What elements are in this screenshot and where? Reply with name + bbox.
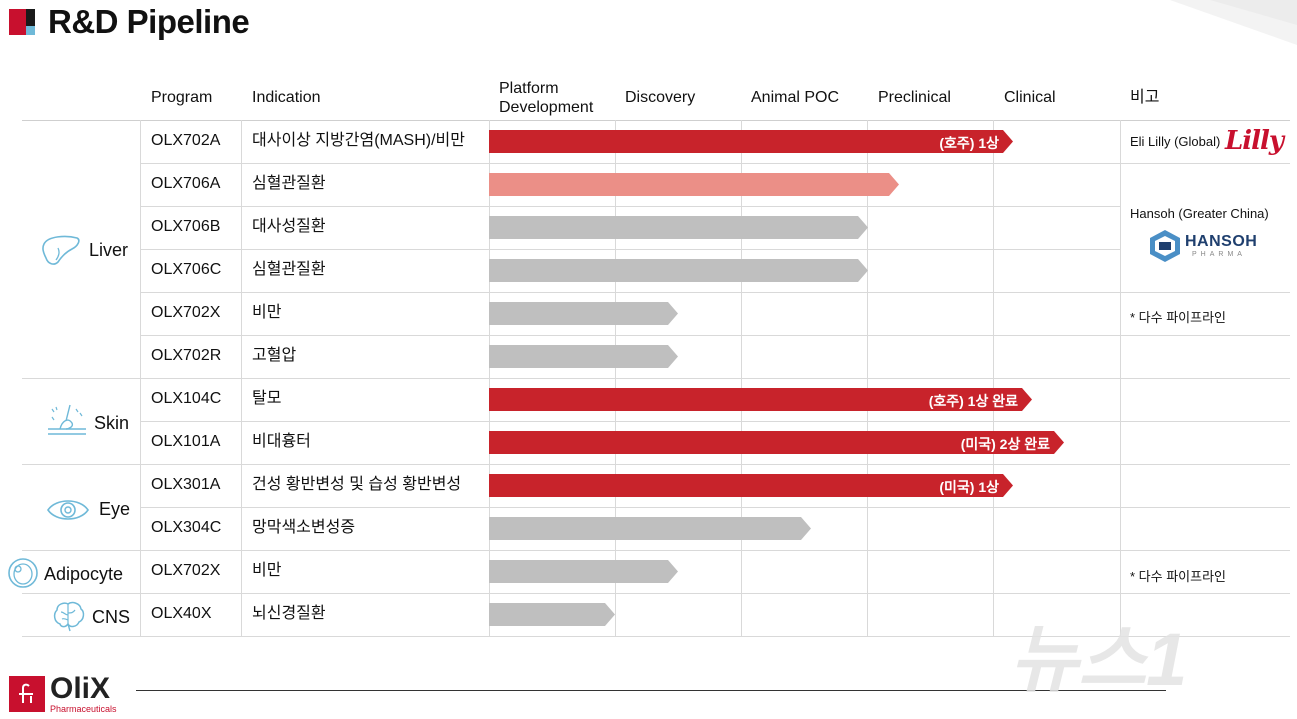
header-divider xyxy=(22,120,1290,121)
adipocyte-icon xyxy=(8,558,38,588)
progress-bar-label: (호주) 1상 완료 xyxy=(928,393,1018,409)
column-divider xyxy=(241,120,242,636)
column-divider xyxy=(867,120,868,636)
category-liver: Liver xyxy=(40,234,136,268)
note-multi-pipeline: * 다수 파이프라인 xyxy=(1130,569,1227,584)
indication: 심혈관질환 xyxy=(252,261,326,278)
category-eye: Eye xyxy=(46,495,136,525)
row-divider xyxy=(140,292,1290,293)
column-divider xyxy=(489,120,490,636)
row-divider xyxy=(22,593,1290,594)
olix-logo-text: OliX xyxy=(50,672,111,705)
row-divider xyxy=(140,507,1290,508)
header-stage: Clinical xyxy=(1004,89,1056,106)
program-code: OLX304C xyxy=(151,519,222,536)
brain-icon xyxy=(53,601,85,632)
category-label: CNS xyxy=(92,607,131,627)
progress-bar xyxy=(489,474,1013,497)
category-skin: Skin xyxy=(46,403,136,439)
corner-decoration xyxy=(1170,0,1297,45)
note-lilly-partner: Eli Lilly (Global) xyxy=(1130,134,1221,149)
program-code: OLX301A xyxy=(151,476,221,493)
progress-bar xyxy=(489,302,678,325)
category-label: Eye xyxy=(99,499,131,519)
olix-logo-subtext: Pharmaceuticals xyxy=(50,704,117,714)
header-note: 비고 xyxy=(1130,89,1160,106)
skin-icon xyxy=(48,404,86,435)
column-divider xyxy=(1120,120,1121,636)
column-divider xyxy=(993,120,994,636)
progress-bar xyxy=(489,259,868,282)
note-multi-pipeline: * 다수 파이프라인 xyxy=(1130,310,1227,325)
indication: 비대흉터 xyxy=(252,433,311,450)
olix-logo-mark xyxy=(9,676,45,712)
program-code: OLX706C xyxy=(151,261,222,278)
category-adipocyte: Adipocyte xyxy=(7,557,137,589)
hansoh-logo-mark xyxy=(1150,230,1180,262)
program-code: OLX706A xyxy=(151,175,221,192)
row-divider xyxy=(22,636,1290,637)
column-divider xyxy=(741,120,742,636)
row-divider xyxy=(22,464,1290,465)
lilly-logo: Lilly xyxy=(1225,126,1284,156)
footer-divider xyxy=(136,690,1166,691)
row-divider xyxy=(140,206,1120,207)
indication: 고혈압 xyxy=(252,347,297,364)
program-code: OLX702R xyxy=(151,347,222,364)
progress-bar xyxy=(489,345,678,368)
progress-bar xyxy=(489,216,868,239)
row-divider xyxy=(22,550,1290,551)
progress-bar xyxy=(489,130,1013,153)
progress-bar-label: (미국) 1상 xyxy=(939,479,999,495)
indication: 비만 xyxy=(252,304,282,321)
indication: 건성 황반변성 및 습성 황반변성 xyxy=(252,476,462,493)
program-code: OLX101A xyxy=(151,433,221,450)
eye-icon xyxy=(47,500,89,520)
progress-bar-label: (미국) 2상 완료 xyxy=(960,436,1050,452)
indication: 대사이상 지방간염(MASH)/비만 xyxy=(252,132,465,149)
indication: 탈모 xyxy=(252,390,282,407)
header-indication: Indication xyxy=(252,89,321,106)
note-hansoh-partner: Hansoh (Greater China) xyxy=(1130,206,1269,221)
program-code: OLX702X xyxy=(151,562,221,579)
indication: 대사성질환 xyxy=(252,218,326,235)
progress-bar xyxy=(489,517,811,540)
indication: 망막색소변성증 xyxy=(252,519,356,536)
row-divider xyxy=(140,421,1290,422)
header-stage: Animal POC xyxy=(751,89,840,106)
program-code: OLX104C xyxy=(151,390,222,407)
progress-bar xyxy=(489,388,1032,411)
title-logo-mark xyxy=(9,9,35,35)
indication: 비만 xyxy=(252,562,282,579)
header-stage: Preclinical xyxy=(878,89,951,106)
program-code: OLX702X xyxy=(151,304,221,321)
column-divider xyxy=(615,120,616,636)
program-code: OLX702A xyxy=(151,132,221,149)
progress-bar xyxy=(489,173,899,196)
category-cns: CNS xyxy=(52,600,137,634)
category-label: Liver xyxy=(89,240,129,260)
row-divider xyxy=(140,335,1290,336)
header-stage: Platform Development xyxy=(499,80,594,116)
liver-icon xyxy=(42,235,80,265)
program-code: OLX706B xyxy=(151,218,221,235)
header-stage: Discovery xyxy=(625,89,696,106)
category-label: Adipocyte xyxy=(44,564,124,584)
program-code: OLX40X xyxy=(151,605,212,622)
progress-bar xyxy=(489,560,678,583)
indication: 뇌신경질환 xyxy=(252,605,326,622)
column-divider xyxy=(140,120,141,636)
row-divider xyxy=(22,378,1290,379)
category-label: Skin xyxy=(94,413,130,433)
header-program: Program xyxy=(151,89,213,106)
row-divider xyxy=(140,249,1120,250)
hansoh-logo: HANSOH PHARMA xyxy=(1147,229,1262,263)
progress-bar xyxy=(489,603,615,626)
page-title: R&D Pipeline xyxy=(48,3,250,40)
progress-bar-label: (호주) 1상 xyxy=(939,135,999,151)
indication: 심혈관질환 xyxy=(252,175,326,192)
progress-bar xyxy=(489,431,1064,454)
news1-watermark: 뉴스1 xyxy=(1010,618,1188,701)
row-divider xyxy=(140,163,1290,164)
